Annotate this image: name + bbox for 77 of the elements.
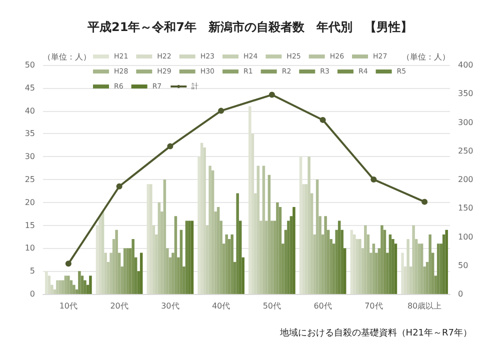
bar (185, 220, 188, 294)
y2-axis-title: （単位：人） (402, 52, 450, 62)
y2-tick-label: 350 (458, 89, 474, 98)
y2-tick-label: 100 (458, 232, 474, 242)
text: 地域における自殺の基礎資料（H21年～R7年） (278, 328, 472, 338)
bar (158, 202, 161, 294)
point (167, 143, 174, 150)
bar (163, 180, 166, 294)
bar (262, 166, 266, 294)
y2-tick-label: 200 (458, 175, 474, 184)
bar (268, 174, 271, 294)
point (422, 198, 428, 205)
y-tick-label: 25 (24, 175, 35, 184)
x-tick-label: 70代 (364, 302, 383, 310)
y-tick-label: 45 (24, 83, 35, 92)
bar (308, 156, 310, 294)
bar (388, 234, 392, 294)
x-tick-label: 10代 (59, 302, 78, 310)
bar (383, 230, 386, 294)
y-axis-title: （単位：人） (43, 52, 91, 62)
bar (380, 225, 384, 294)
y-tick-label: 40 (24, 106, 35, 116)
y-tick-label: 35 (24, 129, 35, 138)
point (320, 116, 326, 123)
point (116, 183, 122, 190)
bar (420, 244, 424, 294)
bar (190, 220, 194, 294)
point (268, 92, 275, 98)
y-tick-label: 5 (30, 266, 35, 276)
x-tick-label: 50代 (262, 302, 282, 310)
x-tick-label: 40代 (212, 302, 230, 310)
bar (132, 239, 134, 294)
bar (406, 239, 410, 294)
bar (56, 280, 59, 294)
bar (174, 216, 178, 294)
bar (180, 230, 183, 294)
y2-tick-label: 0 (458, 290, 464, 298)
x-tick-label: 80歳以上 (407, 302, 442, 310)
x-tick-label: 20代 (110, 302, 128, 310)
chart-title: 平成21年～令和7年 新潟市の自殺者数 年代別 【男性】 (86, 20, 413, 34)
point (218, 108, 224, 114)
bar (140, 252, 143, 294)
point (65, 260, 72, 267)
y2-tick-label: 400 (458, 60, 474, 70)
x-tick-label: 60代 (314, 302, 332, 310)
bar (364, 225, 367, 294)
bar (230, 234, 234, 294)
bar (256, 166, 260, 294)
y-tick-label: 30 (24, 152, 35, 162)
bar (412, 225, 415, 294)
x-tick-label: 30代 (161, 302, 180, 310)
y2-tick-label: 50 (458, 260, 468, 270)
bar (89, 276, 92, 294)
bar (436, 244, 440, 294)
bar (428, 234, 432, 294)
y-tick-label: 10 (24, 244, 35, 253)
y2-tick-label: 150 (458, 204, 474, 213)
bar (123, 248, 126, 294)
y-tick-label: 20 (24, 198, 35, 207)
y-tick-label: 15 (24, 220, 35, 230)
bar (203, 147, 206, 294)
point (370, 176, 377, 182)
bar (72, 284, 76, 294)
bar (211, 170, 214, 294)
y-tick-label: 50 (24, 60, 35, 70)
bar (316, 180, 319, 294)
bar (292, 206, 296, 294)
bar (208, 166, 212, 294)
bar (236, 193, 239, 294)
y2-tick-label: 250 (458, 146, 474, 156)
bar (445, 230, 448, 294)
y2-tick-label: 300 (458, 118, 474, 127)
bar (150, 184, 152, 294)
bar (78, 271, 81, 294)
y-tick-label: 0 (30, 290, 35, 298)
bar (278, 206, 282, 294)
bar (115, 230, 118, 294)
